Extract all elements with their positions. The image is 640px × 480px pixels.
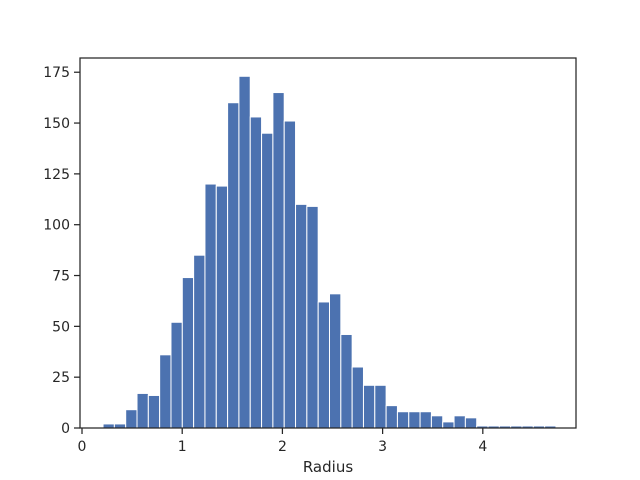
histogram-bar [453,415,466,429]
x-tick-label: 1 [178,439,187,455]
histogram-bar [340,333,353,429]
histogram-bar [419,411,432,429]
histogram-bar [351,366,364,429]
x-tick-label: 3 [378,439,387,455]
histogram-bar [272,92,285,429]
x-tick-label: 4 [478,439,487,455]
y-axis-ticks: 0 25 50 75 100 125 150 175 [43,65,80,437]
histogram-bar [193,254,206,429]
y-tick-label: 100 [43,218,70,234]
histogram-bar [204,183,217,429]
histogram-bar [430,415,444,429]
histogram-bar [261,132,274,429]
x-tick-label: 0 [78,439,87,455]
histogram-bar [136,392,149,429]
histogram-bar [317,301,331,429]
histogram-bar [238,75,251,429]
histogram-bar [159,354,172,429]
histogram-bar [329,293,342,429]
y-tick-label: 150 [43,116,70,132]
histogram-bar [295,203,308,429]
histogram-bar [374,384,387,429]
histogram-bar [362,384,376,429]
y-tick-label: 50 [52,319,70,335]
histogram-bar [170,321,183,429]
histogram-bar [396,411,410,429]
y-tick-label: 75 [52,269,70,285]
histogram-bar [227,102,240,429]
y-tick-label: 175 [43,65,70,81]
histogram-bar [181,277,195,429]
histogram-bar [147,394,161,429]
x-axis-label: Radius [303,458,353,476]
y-tick-label: 0 [61,421,70,437]
histogram-bar [408,411,421,429]
histogram-bar [283,120,297,429]
histogram-bars [102,75,557,429]
plot-frame [79,57,577,429]
y-tick-label: 125 [43,167,70,183]
histogram-bar [442,421,455,429]
histogram-bar [125,409,138,429]
x-tick-label: 2 [278,439,287,455]
histogram-bar [464,417,478,429]
x-axis-ticks: 0 1 2 3 4 [78,428,487,455]
histogram-bar [306,205,319,429]
histogram-bar [249,116,263,429]
y-tick-label: 25 [52,370,70,386]
histogram-bar [215,185,229,429]
histogram-bar [385,405,398,429]
